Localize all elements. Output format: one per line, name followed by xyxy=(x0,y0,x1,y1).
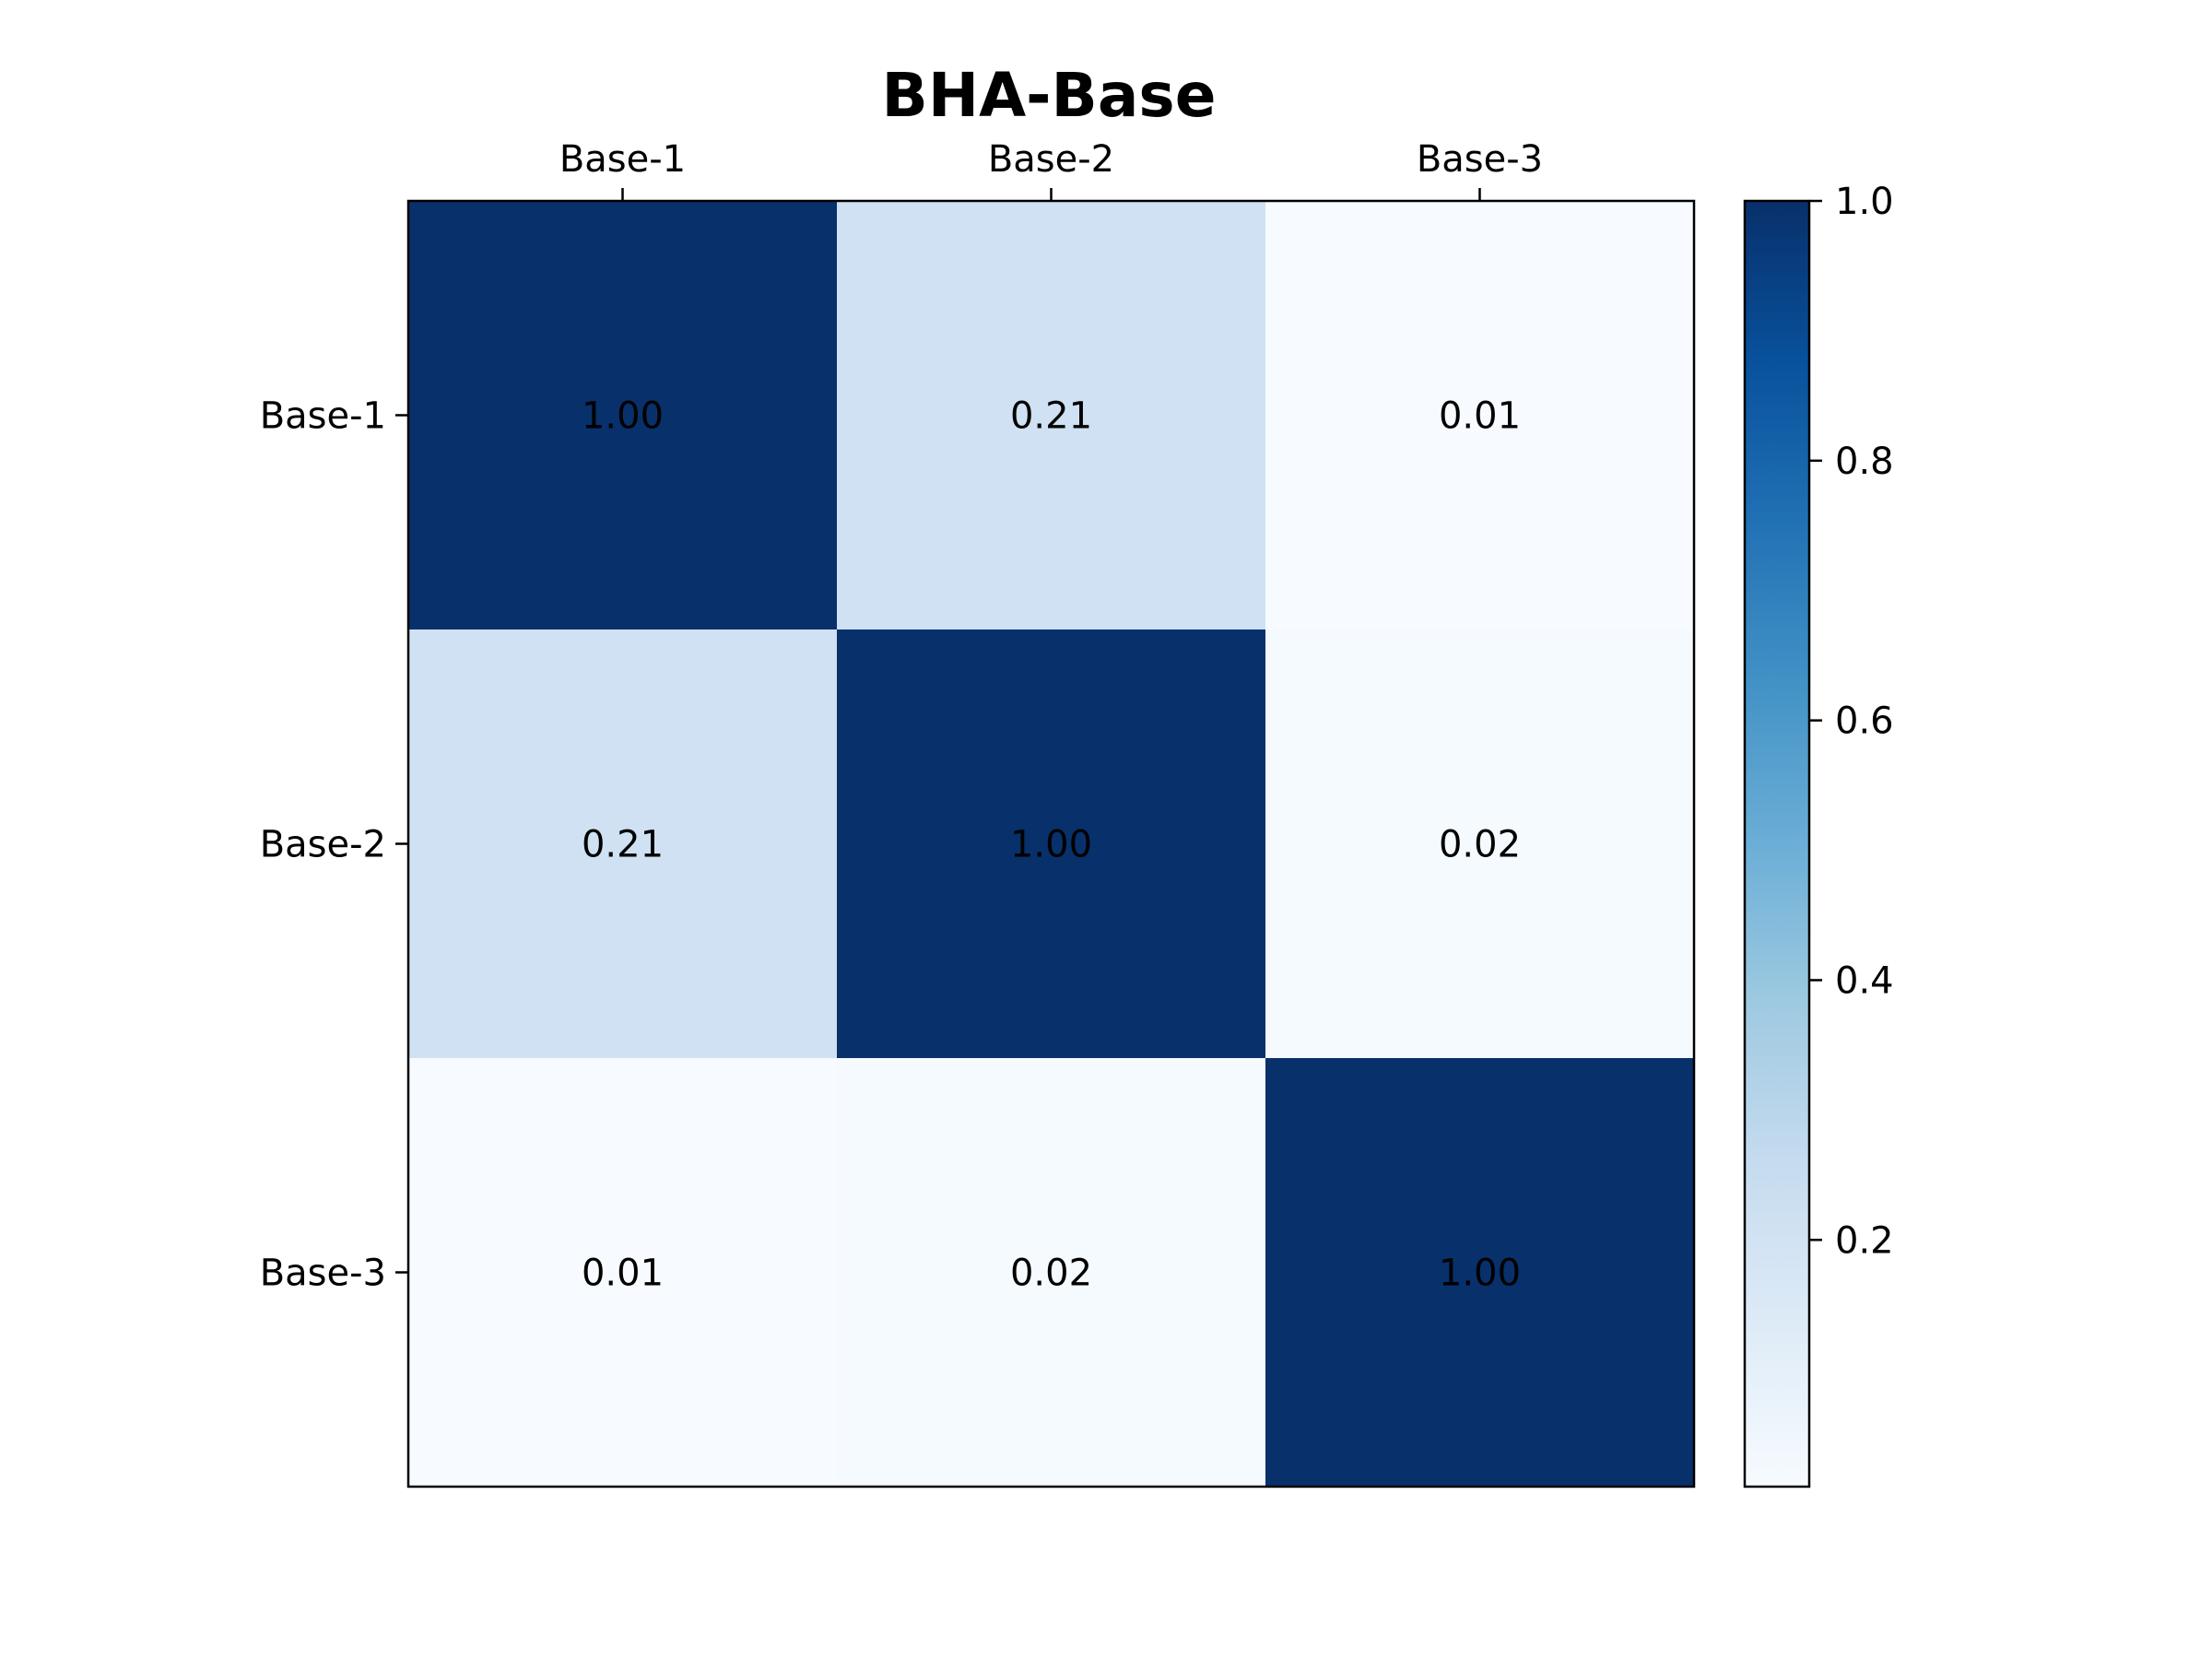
colorbar-frame xyxy=(1743,199,1811,1488)
colorbar-ticks: 0.2 0.4 0.6 0.8 1.0 xyxy=(1809,181,1894,1262)
heatmap-cell-r3-c3 xyxy=(1265,1058,1695,1488)
heatmap-cell-r1-c2 xyxy=(837,201,1266,630)
cell-value-label-r1-c3: 0.01 xyxy=(1439,395,1521,438)
cell-value-label-r3-c2: 0.02 xyxy=(1010,1253,1092,1295)
heatmap-cells xyxy=(408,201,1695,1488)
y-axis-ticks: Base-1 Base-2 Base-3 xyxy=(260,395,408,1295)
colorbar-gradient xyxy=(1745,201,1809,1487)
x-tick-label: Base-1 xyxy=(559,138,686,181)
x-axis-ticks: Base-1 Base-2 Base-3 xyxy=(559,138,1543,201)
heatmap-cell-r1-c1 xyxy=(408,201,838,630)
cell-value-label-r2-c1: 0.21 xyxy=(582,824,664,866)
cell-value-label-r2-c3: 0.02 xyxy=(1439,824,1521,866)
x-tick-label: Base-3 xyxy=(1417,138,1543,181)
colorbar-tick-label: 0.6 xyxy=(1835,700,1894,743)
cell-value-label-r3-c1: 0.01 xyxy=(582,1253,664,1295)
heatmap-cell-r2-c2 xyxy=(837,629,1266,1059)
colorbar-tick-label: 0.8 xyxy=(1835,441,1894,483)
cell-value-label-r3-c3: 1.00 xyxy=(1439,1253,1521,1295)
cell-value-label-r1-c1: 1.00 xyxy=(582,395,664,438)
x-tick-label: Base-2 xyxy=(988,138,1114,181)
y-tick-label: Base-3 xyxy=(260,1253,386,1295)
cell-value-label-r2-c2: 1.00 xyxy=(1010,824,1092,866)
heatmap-cell-r3-c2 xyxy=(837,1058,1266,1488)
heatmap-cell-r2-c3 xyxy=(1265,629,1695,1059)
heatmap-cell-labels: 1.00 0.21 0.01 0.21 1.00 0.02 0.01 0.02 1.00 xyxy=(582,395,1521,1295)
cell-value-label-r1-c2: 0.21 xyxy=(1010,395,1092,438)
y-tick-label: Base-1 xyxy=(260,395,386,438)
y-tick-label: Base-2 xyxy=(260,824,386,866)
heatmap-cell-r3-c1 xyxy=(408,1058,838,1488)
colorbar-tick-label: 0.4 xyxy=(1835,959,1894,1002)
heatmap-cell-r1-c3 xyxy=(1265,201,1695,630)
heatmap-cell-r2-c1 xyxy=(408,629,838,1059)
chart-title: BHA-Base xyxy=(882,60,1217,131)
colorbar-tick-label: 0.2 xyxy=(1835,1219,1894,1262)
colorbar-tick-label: 1.0 xyxy=(1835,181,1894,223)
